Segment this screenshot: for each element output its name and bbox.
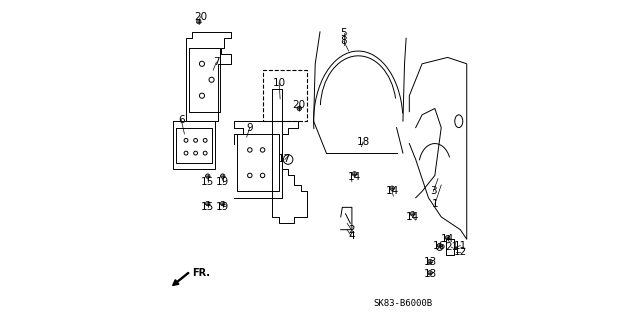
Text: 3: 3 <box>430 186 436 197</box>
Circle shape <box>390 186 394 190</box>
Circle shape <box>410 211 415 216</box>
Text: 7: 7 <box>213 57 220 67</box>
Text: 14: 14 <box>406 212 419 222</box>
Text: 17: 17 <box>278 154 292 165</box>
Text: 19: 19 <box>216 177 229 187</box>
Text: 1: 1 <box>431 199 438 209</box>
Circle shape <box>205 201 210 206</box>
Text: 14: 14 <box>385 186 399 197</box>
Circle shape <box>196 19 201 24</box>
Circle shape <box>220 174 225 178</box>
Text: 14: 14 <box>348 172 361 182</box>
Circle shape <box>445 235 450 240</box>
Bar <box>262 70 307 121</box>
Text: SK83-B6000B: SK83-B6000B <box>373 299 433 308</box>
Text: 8: 8 <box>340 36 348 47</box>
Text: 16: 16 <box>433 241 446 251</box>
Text: 2: 2 <box>348 225 355 235</box>
Text: 21: 21 <box>445 242 458 252</box>
Text: 5: 5 <box>340 28 348 39</box>
Text: 9: 9 <box>246 122 253 133</box>
Text: 12: 12 <box>454 247 467 257</box>
Text: 14: 14 <box>441 234 454 244</box>
Circle shape <box>428 271 432 275</box>
Text: 20: 20 <box>292 100 306 110</box>
Text: 6: 6 <box>178 115 184 125</box>
Text: FR.: FR. <box>192 268 210 278</box>
Circle shape <box>437 243 442 248</box>
Text: 20: 20 <box>194 11 207 22</box>
Circle shape <box>205 174 210 178</box>
Text: 10: 10 <box>273 78 285 88</box>
Circle shape <box>220 201 225 206</box>
Circle shape <box>352 172 356 176</box>
Text: 4: 4 <box>348 231 355 241</box>
Text: 19: 19 <box>216 202 229 212</box>
Text: 15: 15 <box>201 177 214 187</box>
Text: 18: 18 <box>356 137 370 147</box>
FancyArrow shape <box>173 272 189 286</box>
Text: 11: 11 <box>454 241 467 251</box>
Circle shape <box>428 259 432 264</box>
Text: 15: 15 <box>201 202 214 212</box>
Text: 13: 13 <box>424 256 436 267</box>
Circle shape <box>297 106 301 111</box>
Text: 13: 13 <box>424 269 436 279</box>
